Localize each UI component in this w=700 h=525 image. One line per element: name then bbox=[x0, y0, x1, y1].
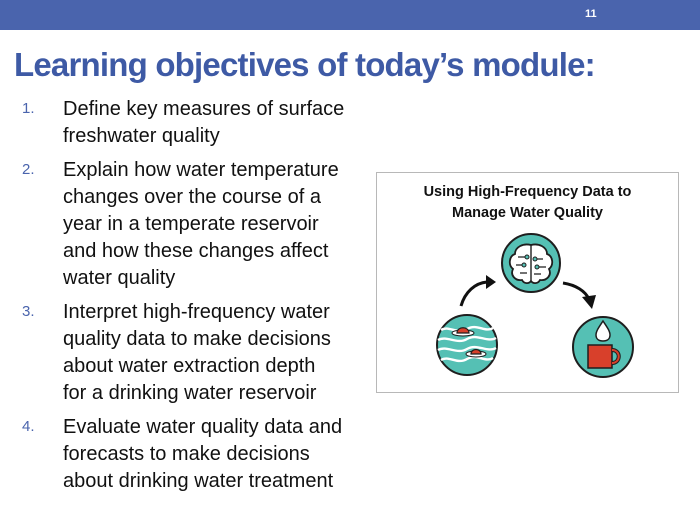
objective-line: quality data to make decisions bbox=[63, 328, 331, 350]
objective-line: Interpret high-frequency water bbox=[63, 301, 330, 323]
objective-number: 1. bbox=[22, 100, 35, 117]
objective-line: Evaluate water quality data and bbox=[63, 416, 343, 438]
objective-line: freshwater quality bbox=[63, 125, 220, 147]
objective-item-2: 2. Explain how water temperature changes… bbox=[22, 157, 372, 292]
objective-line: and how these changes affect bbox=[63, 240, 329, 262]
objective-number: 2. bbox=[22, 161, 35, 178]
objective-line: for a drinking water reservoir bbox=[63, 382, 317, 404]
objective-text: Define key measures of surface freshwate… bbox=[63, 96, 372, 150]
objective-number: 3. bbox=[22, 303, 35, 320]
objective-line: Explain how water temperature bbox=[63, 159, 339, 181]
card-title: Using High-Frequency Data to Manage Wate… bbox=[377, 182, 678, 224]
objective-line: about water extraction depth bbox=[63, 355, 316, 377]
objective-item-4: 4. Evaluate water quality data and forec… bbox=[22, 414, 372, 495]
objective-line: Define key measures of surface bbox=[63, 98, 345, 120]
reservoir-water-icon bbox=[436, 314, 498, 376]
objectives-list: 1. Define key measures of surface freshw… bbox=[22, 96, 372, 502]
page-title: Learning objectives of today’s module: bbox=[14, 46, 596, 83]
objective-item-1: 1. Define key measures of surface freshw… bbox=[22, 96, 372, 150]
card-title-line: Manage Water Quality bbox=[452, 205, 603, 221]
objective-number: 4. bbox=[22, 418, 35, 435]
objective-line: forecasts to make decisions bbox=[63, 443, 310, 465]
high-frequency-data-card: Using High-Frequency Data to Manage Wate… bbox=[376, 172, 679, 393]
objective-text: Explain how water temperature changes ov… bbox=[63, 157, 372, 292]
objective-line: year in a temperate reservoir bbox=[63, 213, 319, 235]
slide-number: 11 bbox=[585, 8, 597, 20]
water-management-cycle-diagram bbox=[436, 233, 634, 378]
objective-text: Evaluate water quality data and forecast… bbox=[63, 414, 372, 495]
curved-arrow-icon bbox=[562, 281, 596, 309]
objective-item-3: 3. Interpret high-frequency water qualit… bbox=[22, 299, 372, 407]
card-title-line: Using High-Frequency Data to bbox=[423, 184, 632, 200]
objective-line: about drinking water treatment bbox=[63, 470, 334, 492]
objective-text: Interpret high-frequency water quality d… bbox=[63, 299, 372, 407]
curved-arrow-icon bbox=[459, 275, 496, 307]
objective-line: changes over the course of a bbox=[63, 186, 321, 208]
header-bar bbox=[0, 0, 700, 30]
objective-line: water quality bbox=[63, 267, 176, 289]
brain-icon bbox=[501, 233, 561, 293]
drinking-water-mug-icon bbox=[572, 316, 634, 378]
